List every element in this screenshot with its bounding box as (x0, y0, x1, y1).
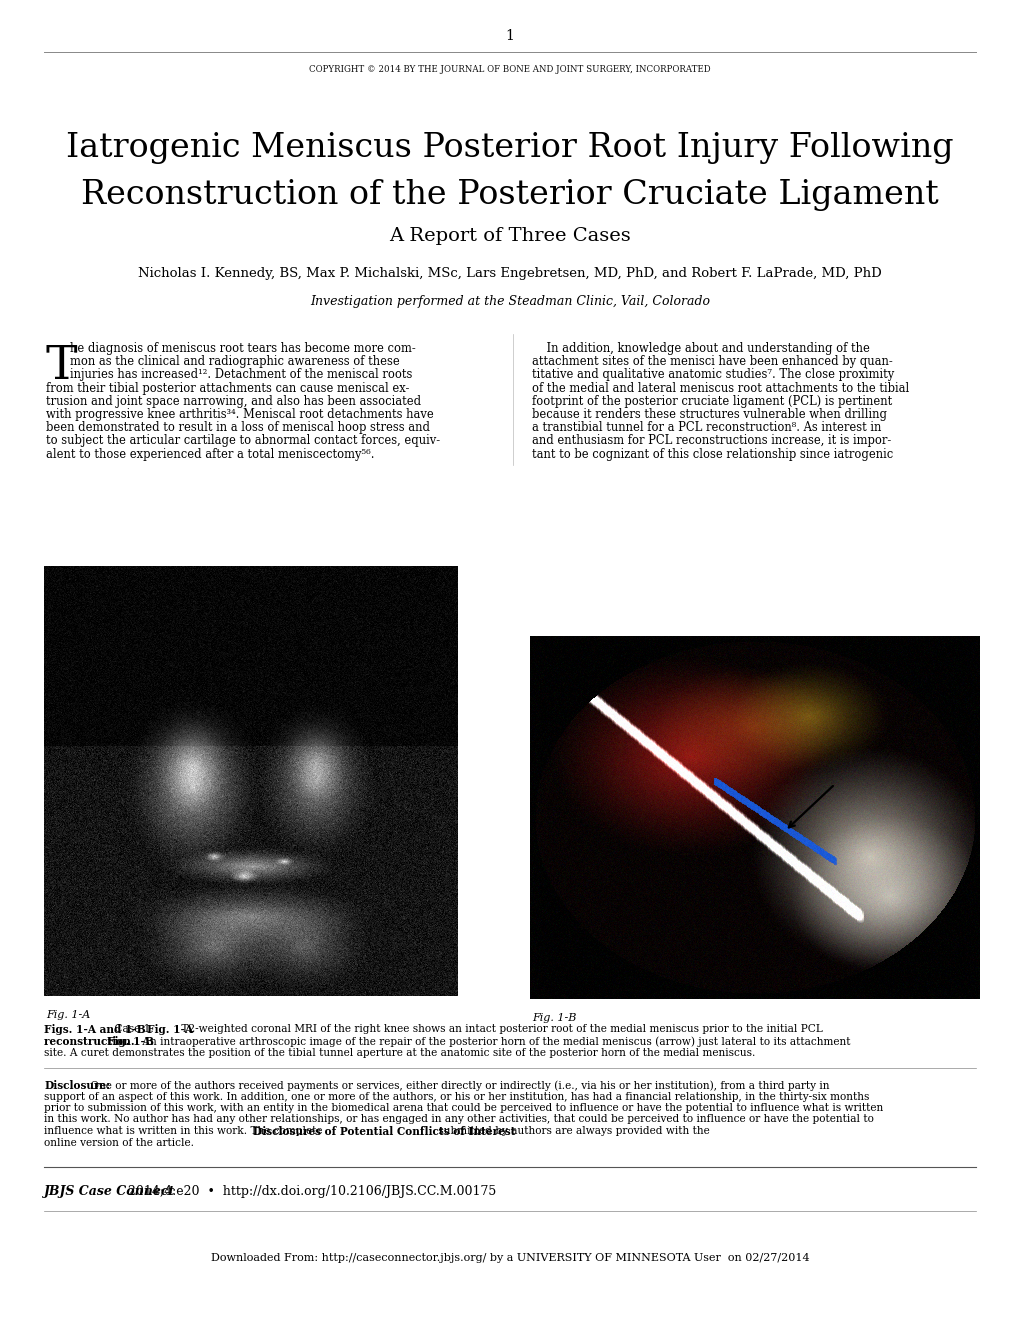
Text: Iatrogenic Meniscus Posterior Root Injury Following: Iatrogenic Meniscus Posterior Root Injur… (66, 132, 953, 164)
Text: Reconstruction of the Posterior Cruciate Ligament: Reconstruction of the Posterior Cruciate… (82, 179, 937, 211)
Text: reconstruction.: reconstruction. (44, 1037, 139, 1047)
Text: injuries has increased¹². Detachment of the meniscal roots: injuries has increased¹². Detachment of … (70, 368, 412, 382)
Text: Fig. 1-B: Fig. 1-B (532, 1013, 576, 1023)
Text: One or more of the authors received payments or services, either directly or ind: One or more of the authors received paym… (88, 1081, 829, 1091)
Text: T2-weighted coronal MRI of the right knee shows an intact posterior root of the : T2-weighted coronal MRI of the right kne… (178, 1025, 822, 1034)
Text: alent to those experienced after a total meniscectomy⁵⁶.: alent to those experienced after a total… (46, 448, 374, 460)
Text: and enthusiasm for PCL reconstructions increase, it is impor-: and enthusiasm for PCL reconstructions i… (532, 435, 891, 447)
Text: online version of the article.: online version of the article. (44, 1138, 194, 1147)
Text: because it renders these structures vulnerable when drilling: because it renders these structures vuln… (532, 408, 887, 422)
Text: he diagnosis of meniscus root tears has become more com-: he diagnosis of meniscus root tears has … (70, 342, 416, 355)
Text: 2014;4:e20  •  http://dx.doi.org/10.2106/JBJS.CC.M.00175: 2014;4:e20 • http://dx.doi.org/10.2106/J… (123, 1185, 495, 1198)
Text: mon as the clinical and radiographic awareness of these: mon as the clinical and radiographic awa… (70, 355, 399, 368)
Text: Disclosures of Potential Conflicts of Interest: Disclosures of Potential Conflicts of In… (253, 1126, 516, 1137)
Text: from their tibial posterior attachments can cause meniscal ex-: from their tibial posterior attachments … (46, 382, 409, 395)
Text: with progressive knee arthritis³⁴. Meniscal root detachments have: with progressive knee arthritis³⁴. Menis… (46, 408, 433, 422)
Text: influence what is written in this work. The complete: influence what is written in this work. … (44, 1126, 325, 1137)
Text: COPYRIGHT © 2014 BY THE JOURNAL OF BONE AND JOINT SURGERY, INCORPORATED: COPYRIGHT © 2014 BY THE JOURNAL OF BONE … (309, 65, 710, 75)
Text: support of an aspect of this work. In addition, one or more of the authors, or h: support of an aspect of this work. In ad… (44, 1091, 868, 1102)
Text: in this work. No author has had any other relationships, or has engaged in any o: in this work. No author has had any othe… (44, 1114, 873, 1125)
Text: of the medial and lateral meniscus root attachments to the tibial: of the medial and lateral meniscus root … (532, 382, 908, 395)
Text: trusion and joint space narrowing, and also has been associated: trusion and joint space narrowing, and a… (46, 395, 421, 408)
Text: 1: 1 (505, 29, 514, 43)
Text: Fig. 1-A: Fig. 1-A (147, 1025, 193, 1035)
Text: T: T (46, 344, 77, 390)
Text: prior to submission of this work, with an entity in the biomedical arena that co: prior to submission of this work, with a… (44, 1103, 882, 1113)
Text: Figs. 1-A and 1-B: Figs. 1-A and 1-B (44, 1025, 146, 1035)
Text: titative and qualitative anatomic studies⁷. The close proximity: titative and qualitative anatomic studie… (532, 368, 894, 382)
Text: JBJS Case Connect: JBJS Case Connect (44, 1185, 175, 1198)
Text: Case 1.: Case 1. (111, 1025, 157, 1034)
Text: Fig. 1-B: Fig. 1-B (107, 1037, 154, 1047)
Text: Downloaded From: http://caseconnector.jbjs.org/ by a UNIVERSITY OF MINNESOTA Use: Downloaded From: http://caseconnector.jb… (211, 1253, 808, 1263)
Text: An intraoperative arthroscopic image of the repair of the posterior horn of the : An intraoperative arthroscopic image of … (139, 1037, 850, 1047)
Text: A Report of Three Cases: A Report of Three Cases (388, 227, 631, 245)
Text: In addition, knowledge about and understanding of the: In addition, knowledge about and underst… (532, 342, 869, 355)
Text: Fig. 1-A: Fig. 1-A (46, 1010, 90, 1021)
Text: Investigation performed at the Steadman Clinic, Vail, Colorado: Investigation performed at the Steadman … (310, 296, 709, 308)
Text: tant to be cognizant of this close relationship since iatrogenic: tant to be cognizant of this close relat… (532, 448, 893, 460)
Text: submitted by authors are always provided with the: submitted by authors are always provided… (435, 1126, 709, 1137)
Text: site. A curet demonstrates the position of the tibial tunnel aperture at the ana: site. A curet demonstrates the position … (44, 1049, 755, 1058)
Text: footprint of the posterior cruciate ligament (PCL) is pertinent: footprint of the posterior cruciate liga… (532, 395, 892, 408)
Text: to subject the articular cartilage to abnormal contact forces, equiv-: to subject the articular cartilage to ab… (46, 435, 439, 447)
Text: Nicholas I. Kennedy, BS, Max P. Michalski, MSc, Lars Engebretsen, MD, PhD, and R: Nicholas I. Kennedy, BS, Max P. Michalsk… (138, 268, 881, 280)
Text: been demonstrated to result in a loss of meniscal hoop stress and: been demonstrated to result in a loss of… (46, 422, 430, 434)
Text: Disclosure:: Disclosure: (44, 1081, 110, 1091)
Text: a transtibial tunnel for a PCL reconstruction⁸. As interest in: a transtibial tunnel for a PCL reconstru… (532, 422, 880, 434)
Text: attachment sites of the menisci have been enhanced by quan-: attachment sites of the menisci have bee… (532, 355, 892, 368)
